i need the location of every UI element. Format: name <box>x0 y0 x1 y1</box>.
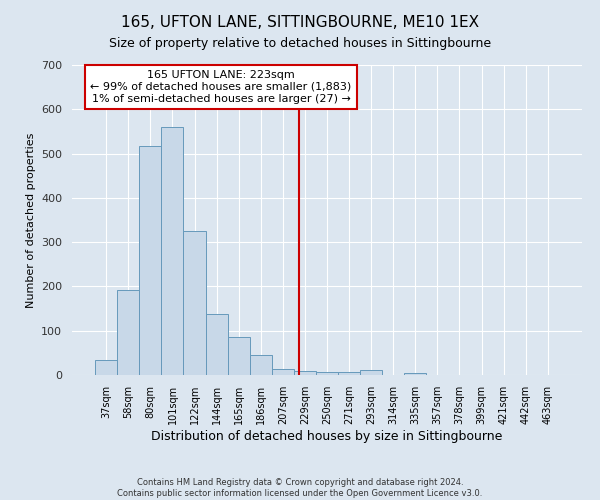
Bar <box>117 290 139 375</box>
Text: Size of property relative to detached houses in Sittingbourne: Size of property relative to detached ho… <box>109 38 491 51</box>
Bar <box>360 370 382 375</box>
Bar <box>316 372 338 375</box>
Bar <box>227 338 250 375</box>
Bar <box>404 373 427 375</box>
Bar <box>294 372 316 375</box>
Bar <box>95 360 117 375</box>
Bar <box>250 354 272 375</box>
Bar <box>161 127 184 375</box>
Bar <box>206 314 227 375</box>
Bar <box>272 369 294 375</box>
Bar <box>184 231 206 375</box>
Text: 165 UFTON LANE: 223sqm
← 99% of detached houses are smaller (1,883)
1% of semi-d: 165 UFTON LANE: 223sqm ← 99% of detached… <box>91 70 352 104</box>
Bar <box>338 372 360 375</box>
Text: 165, UFTON LANE, SITTINGBOURNE, ME10 1EX: 165, UFTON LANE, SITTINGBOURNE, ME10 1EX <box>121 15 479 30</box>
Text: Contains HM Land Registry data © Crown copyright and database right 2024.
Contai: Contains HM Land Registry data © Crown c… <box>118 478 482 498</box>
Y-axis label: Number of detached properties: Number of detached properties <box>26 132 35 308</box>
Bar <box>139 146 161 375</box>
X-axis label: Distribution of detached houses by size in Sittingbourne: Distribution of detached houses by size … <box>151 430 503 442</box>
